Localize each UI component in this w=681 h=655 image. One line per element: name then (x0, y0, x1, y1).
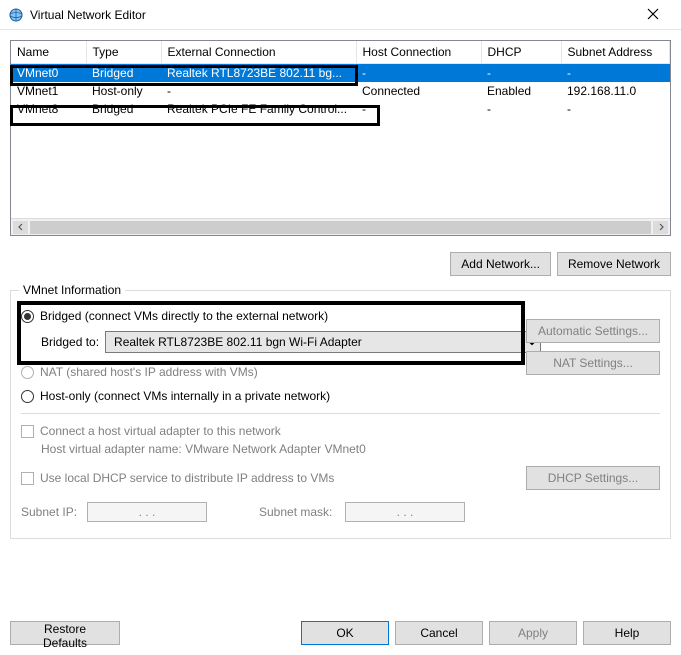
horizontal-scrollbar[interactable] (11, 218, 670, 235)
nat-settings-button[interactable]: NAT Settings... (526, 351, 660, 375)
dhcp-settings-button[interactable]: DHCP Settings... (526, 466, 660, 490)
table-row[interactable]: VMnet1 Host-only - Connected Enabled 192… (11, 82, 670, 100)
cell-dhcp: Enabled (481, 82, 561, 100)
table-empty-area (11, 118, 670, 218)
table-header-row: Name Type External Connection Host Conne… (11, 41, 670, 64)
scroll-right-icon[interactable] (653, 221, 668, 234)
network-table: Name Type External Connection Host Conne… (11, 41, 670, 118)
hostonly-radio-row[interactable]: Host-only (connect VMs internally in a p… (21, 389, 660, 403)
close-icon[interactable] (633, 7, 673, 23)
help-button[interactable]: Help (583, 621, 671, 645)
col-dhcp[interactable]: DHCP (481, 41, 561, 64)
nat-label: NAT (shared host's IP address with VMs) (40, 365, 258, 379)
cell-dhcp: - (481, 64, 561, 83)
cell-type: Bridged (86, 100, 161, 118)
subnet-fields-row: Subnet IP: . . . Subnet mask: . . . (21, 502, 660, 522)
col-subnet[interactable]: Subnet Address (561, 41, 670, 64)
cell-ext: - (161, 82, 356, 100)
bridged-label: Bridged (connect VMs directly to the ext… (40, 309, 328, 323)
connect-host-adapter-row[interactable]: Connect a host virtual adapter to this n… (21, 424, 660, 438)
cell-subnet: - (561, 100, 670, 118)
bridged-to-select[interactable]: Realtek RTL8723BE 802.11 bgn Wi-Fi Adapt… (105, 331, 541, 353)
scroll-track[interactable] (30, 221, 651, 234)
col-ext[interactable]: External Connection (161, 41, 356, 64)
col-host[interactable]: Host Connection (356, 41, 481, 64)
table-row[interactable]: VMnet8 Bridged Realtek PCIe FE Family Co… (11, 100, 670, 118)
subnet-ip-label: Subnet IP: (21, 505, 81, 519)
apply-button[interactable]: Apply (489, 621, 577, 645)
hostonly-label: Host-only (connect VMs internally in a p… (40, 389, 330, 403)
window-title: Virtual Network Editor (30, 8, 633, 22)
use-dhcp-row[interactable]: Use local DHCP service to distribute IP … (21, 466, 660, 490)
table-buttons-row: Add Network... Remove Network (10, 252, 671, 276)
radio-icon (21, 390, 34, 403)
col-name[interactable]: Name (11, 41, 86, 64)
host-adapter-name: Host virtual adapter name: VMware Networ… (41, 442, 660, 456)
cancel-button[interactable]: Cancel (395, 621, 483, 645)
cell-type: Bridged (86, 64, 161, 83)
app-icon (8, 7, 24, 23)
subnet-ip-input[interactable]: . . . (87, 502, 207, 522)
table-row[interactable]: VMnet0 Bridged Realtek RTL8723BE 802.11 … (11, 64, 670, 83)
side-buttons: Automatic Settings... NAT Settings... (526, 319, 660, 375)
vmnet-information-group: VMnet Information Automatic Settings... … (10, 290, 671, 539)
network-table-wrap: Name Type External Connection Host Conne… (10, 40, 671, 236)
cell-host: - (356, 64, 481, 83)
cell-subnet: 192.168.11.0 (561, 82, 670, 100)
titlebar: Virtual Network Editor (0, 0, 681, 30)
content: Name Type External Connection Host Conne… (0, 30, 681, 611)
subnet-mask-input[interactable]: . . . (345, 502, 465, 522)
remove-network-button[interactable]: Remove Network (557, 252, 671, 276)
scroll-thumb[interactable] (30, 221, 651, 234)
cell-type: Host-only (86, 82, 161, 100)
connect-host-adapter-label: Connect a host virtual adapter to this n… (40, 424, 281, 438)
bridged-to-label: Bridged to: (41, 335, 99, 349)
radio-icon (21, 366, 34, 379)
bridged-to-row: Bridged to: Realtek RTL8723BE 802.11 bgn… (41, 331, 541, 353)
col-type[interactable]: Type (86, 41, 161, 64)
window: Virtual Network Editor Name Type Externa (0, 0, 681, 655)
radio-icon (21, 310, 34, 323)
cell-host: Connected (356, 82, 481, 100)
cell-name: VMnet1 (11, 82, 86, 100)
group-title: VMnet Information (19, 283, 125, 297)
cell-ext: Realtek PCIe FE Family Control... (161, 100, 356, 118)
add-network-button[interactable]: Add Network... (450, 252, 551, 276)
subnet-mask-label: Subnet mask: (259, 505, 339, 519)
checkbox-icon (21, 472, 34, 485)
checkbox-icon (21, 425, 34, 438)
cell-ext: Realtek RTL8723BE 802.11 bg... (161, 64, 356, 83)
cell-host: - (356, 100, 481, 118)
ok-button[interactable]: OK (301, 621, 389, 645)
automatic-settings-button[interactable]: Automatic Settings... (526, 319, 660, 343)
dialog-buttons: Restore Defaults OK Cancel Apply Help (0, 611, 681, 655)
use-dhcp-label: Use local DHCP service to distribute IP … (40, 471, 526, 485)
cell-name: VMnet0 (11, 64, 86, 83)
divider (21, 413, 660, 414)
cell-name: VMnet8 (11, 100, 86, 118)
cell-subnet: - (561, 64, 670, 83)
restore-defaults-button[interactable]: Restore Defaults (10, 621, 120, 645)
scroll-left-icon[interactable] (13, 221, 28, 234)
cell-dhcp: - (481, 100, 561, 118)
